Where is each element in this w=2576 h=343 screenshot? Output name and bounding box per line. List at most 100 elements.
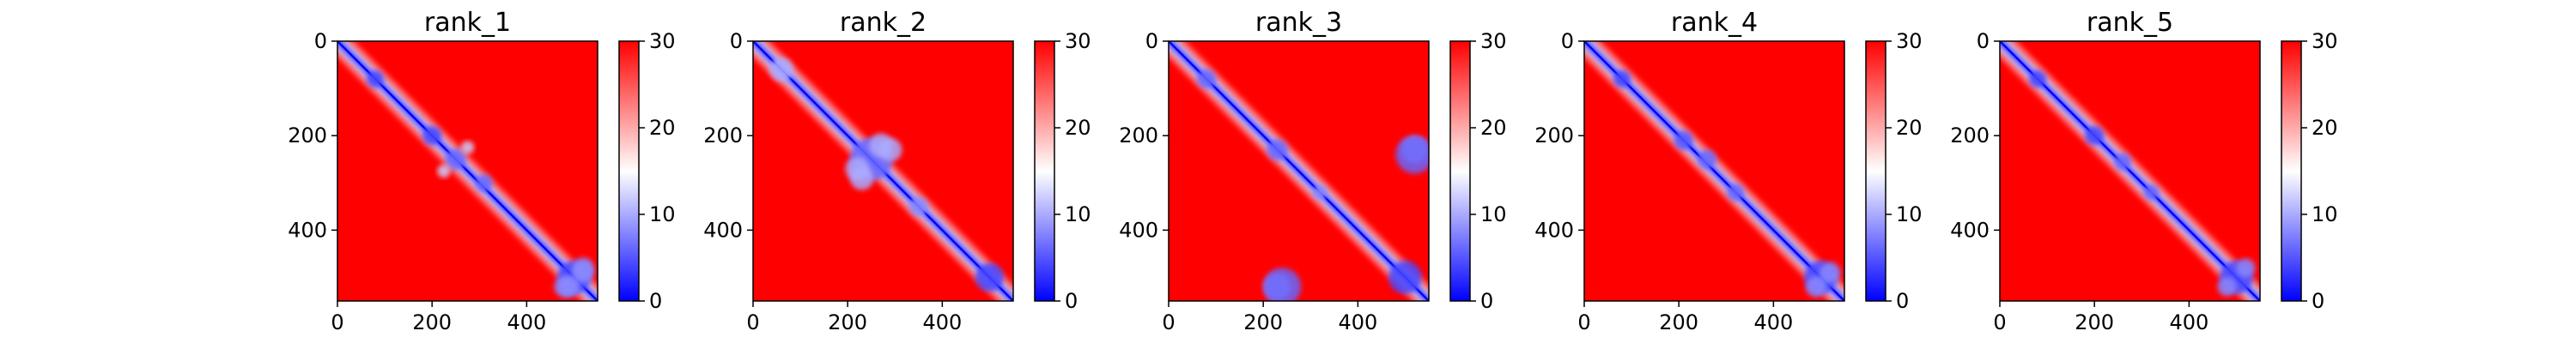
heatmap-blob (2085, 126, 2105, 146)
x-tick-label: 0 (1993, 310, 2006, 334)
x-tick-label: 200 (2075, 310, 2114, 334)
heatmap-blob (769, 57, 793, 81)
colorbar-tick-label: 30 (1065, 29, 1091, 53)
colorbar-gradient (1866, 41, 1886, 301)
y-tick-label: 200 (1950, 123, 1990, 147)
heatmap (1169, 41, 1429, 301)
y-tick-label: 0 (730, 29, 743, 53)
x-tick-label: 200 (828, 310, 867, 334)
colorbar: 0 10 20 30 (2281, 29, 2338, 313)
y-tick-label: 200 (1119, 123, 1158, 147)
y-tick-label: 400 (1950, 218, 1990, 242)
heatmap-blob-mirror (1820, 262, 1841, 284)
x-tick-label: 200 (1659, 310, 1698, 334)
colorbar-frame (1034, 40, 1055, 302)
heatmap-blob (878, 137, 902, 162)
x-tick-label: 200 (412, 310, 452, 334)
y-tick-label: 200 (703, 123, 743, 147)
colorbar-tick-label: 20 (1065, 116, 1091, 140)
y-tick-label: 0 (1561, 29, 1574, 53)
heatmap-blob (2143, 184, 2160, 201)
heatmap-blob-mirror (1395, 135, 1429, 174)
y-tick-label: 200 (1534, 123, 1574, 147)
heatmap-blob (475, 174, 493, 192)
heatmap-blob (445, 148, 466, 170)
x-tick-label: 400 (507, 310, 546, 334)
heatmap-blob-mirror (849, 165, 874, 190)
colorbar-tick-label: 30 (1480, 29, 1507, 53)
panel-title: rank_3 (1255, 8, 1342, 38)
y-tick-label: 400 (1119, 218, 1158, 242)
panel-5: rank_5 0 200 400 0 200 400 0 10 20 30 (1950, 8, 2337, 334)
heatmap-blob (422, 126, 442, 146)
heatmap-blob (908, 196, 928, 216)
y-tick-label: 0 (1977, 29, 1990, 53)
axes-frame (1999, 40, 2261, 302)
colorbar: 0 10 20 30 (1449, 29, 1507, 313)
colorbar-tick-label: 30 (2312, 29, 2338, 53)
y-tick-label: 0 (314, 29, 327, 53)
heatmap-blob (460, 141, 475, 154)
heatmap-blob (2029, 70, 2046, 87)
x-tick-label: 400 (2169, 310, 2208, 334)
x-tick-label: 400 (922, 310, 962, 334)
colorbar-tick-label: 0 (1480, 289, 1493, 313)
x-tick-label: 200 (1243, 310, 1283, 334)
colorbar-tick-label: 10 (1480, 202, 1507, 226)
colorbar-tick-label: 0 (2312, 289, 2324, 313)
colorbar-tick-label: 20 (649, 116, 676, 140)
x-tick-label: 0 (746, 310, 759, 334)
panel-4: rank_4 0 200 400 0 200 400 0 10 20 30 (1534, 8, 1922, 334)
y-tick-label: 400 (288, 218, 327, 242)
colorbar-gradient (619, 41, 639, 301)
panel-3: rank_3 0 200 400 0 200 400 0 10 20 30 (1119, 8, 1506, 334)
heatmap-blob-mirror (2236, 258, 2256, 278)
axes-frame (1583, 40, 1845, 302)
x-tick-label: 400 (1338, 310, 1377, 334)
x-tick-label: 0 (1162, 310, 1175, 334)
heatmap-blob (2114, 153, 2132, 171)
heatmap-blob (1313, 185, 1327, 200)
heatmap-blob (1197, 69, 1217, 89)
colorbar-tick-label: 0 (1896, 289, 1909, 313)
colorbar-tick-label: 30 (649, 29, 676, 53)
y-tick-label: 400 (1534, 218, 1574, 242)
colorbar-frame (618, 40, 640, 302)
colorbar: 0 10 20 30 (1865, 29, 1923, 313)
panel-title: rank_2 (840, 8, 927, 38)
heatmap-blob (1267, 139, 1288, 160)
x-tick-label: 400 (1753, 310, 1793, 334)
colorbar-tick-label: 10 (1896, 202, 1923, 226)
heatmap-blob (1613, 70, 1631, 87)
colorbar: 0 10 20 30 (1034, 29, 1091, 313)
heatmap-blob (1674, 130, 1693, 150)
panel-title: rank_1 (424, 8, 511, 38)
colorbar-gradient (1035, 41, 1054, 301)
heatmap-blob-mirror (554, 276, 575, 298)
x-tick-label: 0 (1577, 310, 1590, 334)
y-tick-label: 0 (1145, 29, 1158, 53)
axes-frame (337, 40, 598, 302)
colorbar-tick-label: 10 (1065, 202, 1091, 226)
colorbar-tick-label: 20 (2312, 116, 2338, 140)
colorbar-tick-label: 0 (649, 289, 662, 313)
heatmap-blob (367, 70, 384, 87)
colorbar: 0 10 20 30 (618, 29, 676, 313)
y-tick-label: 200 (288, 123, 327, 147)
x-tick-label: 0 (331, 310, 343, 334)
colorbar-tick-label: 0 (1065, 289, 1078, 313)
colorbar-tick-label: 10 (649, 202, 676, 226)
colorbar-tick-label: 10 (2312, 202, 2338, 226)
colorbar-tick-label: 30 (1896, 29, 1923, 53)
heatmap-blob (573, 257, 594, 279)
axes-frame (752, 40, 1014, 302)
colorbar-gradient (2281, 41, 2301, 301)
heatmap-blob (1727, 184, 1745, 202)
colorbar-frame (1449, 40, 1471, 302)
heatmap-blob (2217, 277, 2237, 297)
panel-1: rank_1 0 200 400 0 200 400 0 10 20 30 (288, 8, 675, 334)
heatmap-blob (1388, 261, 1422, 294)
colorbar-tick-label: 20 (1480, 116, 1507, 140)
heatmap (2000, 41, 2260, 301)
